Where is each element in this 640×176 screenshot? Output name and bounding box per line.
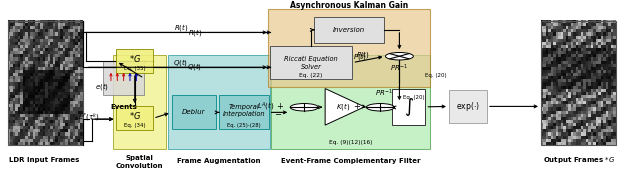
Text: Eq. (9)(12)(16): Eq. (9)(12)(16) [329, 140, 372, 145]
Bar [314, 17, 384, 43]
Text: Eq. (22): Eq. (22) [300, 73, 323, 78]
Text: +: + [353, 102, 360, 111]
Text: $R(t)$: $R(t)$ [174, 22, 188, 33]
Text: Eq. (20): Eq. (20) [425, 73, 447, 78]
Text: $-$: $-$ [275, 108, 283, 117]
Text: Frame Augmentation: Frame Augmentation [177, 158, 261, 164]
Bar [116, 49, 153, 73]
Text: $Q(t)$: $Q(t)$ [188, 61, 203, 72]
Bar [271, 55, 430, 149]
Polygon shape [325, 89, 365, 125]
Text: $P(t)$: $P(t)$ [353, 51, 366, 62]
Text: Spatial: Spatial [125, 155, 154, 161]
Text: Output Frames $*G$: Output Frames $*G$ [543, 155, 615, 165]
Text: $L^A(t)$: $L^A(t)$ [257, 101, 275, 113]
Text: Events: Events [110, 104, 137, 110]
Text: $*G$: $*G$ [129, 54, 141, 64]
Bar [268, 9, 430, 87]
Text: +: + [276, 102, 283, 111]
Text: Event-Frame Complementary Filter: Event-Frame Complementary Filter [281, 158, 420, 164]
Text: Convolution: Convolution [116, 163, 163, 169]
Text: $\exp(\cdot)$: $\exp(\cdot)$ [456, 100, 480, 113]
Bar [219, 95, 269, 129]
Text: $PR^{-1}$: $PR^{-1}$ [390, 63, 408, 74]
Text: $PR^{-1}$: $PR^{-1}$ [375, 87, 393, 99]
Bar [392, 89, 426, 125]
Bar [270, 46, 353, 79]
Bar [449, 90, 487, 122]
Text: $Q(t)$: $Q(t)$ [173, 57, 189, 68]
Bar [116, 106, 153, 130]
Text: Temporal: Temporal [228, 104, 259, 110]
Text: $*G$: $*G$ [129, 110, 141, 121]
Bar [168, 55, 270, 149]
Circle shape [290, 103, 318, 111]
Text: $P(t)$: $P(t)$ [356, 49, 369, 60]
Bar [172, 95, 216, 129]
Text: Interpolation: Interpolation [223, 111, 265, 117]
Circle shape [385, 52, 413, 60]
Text: Eq. (34): Eq. (34) [124, 123, 145, 128]
Text: Riccati Equation: Riccati Equation [284, 56, 338, 62]
Bar [8, 21, 83, 145]
Text: $\int$: $\int$ [403, 96, 413, 118]
Text: Eq. (20): Eq. (20) [403, 95, 424, 100]
Text: Deblur: Deblur [182, 109, 205, 115]
Text: $e(t)$: $e(t)$ [95, 81, 109, 92]
Circle shape [366, 103, 394, 111]
Bar [113, 55, 166, 149]
Text: $L^F(\tau^k)$: $L^F(\tau^k)$ [78, 111, 100, 124]
Text: $R(t)$: $R(t)$ [188, 27, 202, 38]
Text: Solver: Solver [301, 64, 322, 70]
Bar [103, 61, 144, 95]
Text: Eq. (25)-(28): Eq. (25)-(28) [227, 124, 260, 128]
Text: LDR Input Frames: LDR Input Frames [10, 157, 80, 163]
Bar [541, 21, 616, 145]
Text: Asynchronous Kalman Gain: Asynchronous Kalman Gain [290, 1, 408, 10]
Text: Eq. (35): Eq. (35) [124, 67, 145, 71]
Text: $K(t)$: $K(t)$ [336, 101, 350, 112]
Text: Inversion: Inversion [333, 27, 365, 33]
